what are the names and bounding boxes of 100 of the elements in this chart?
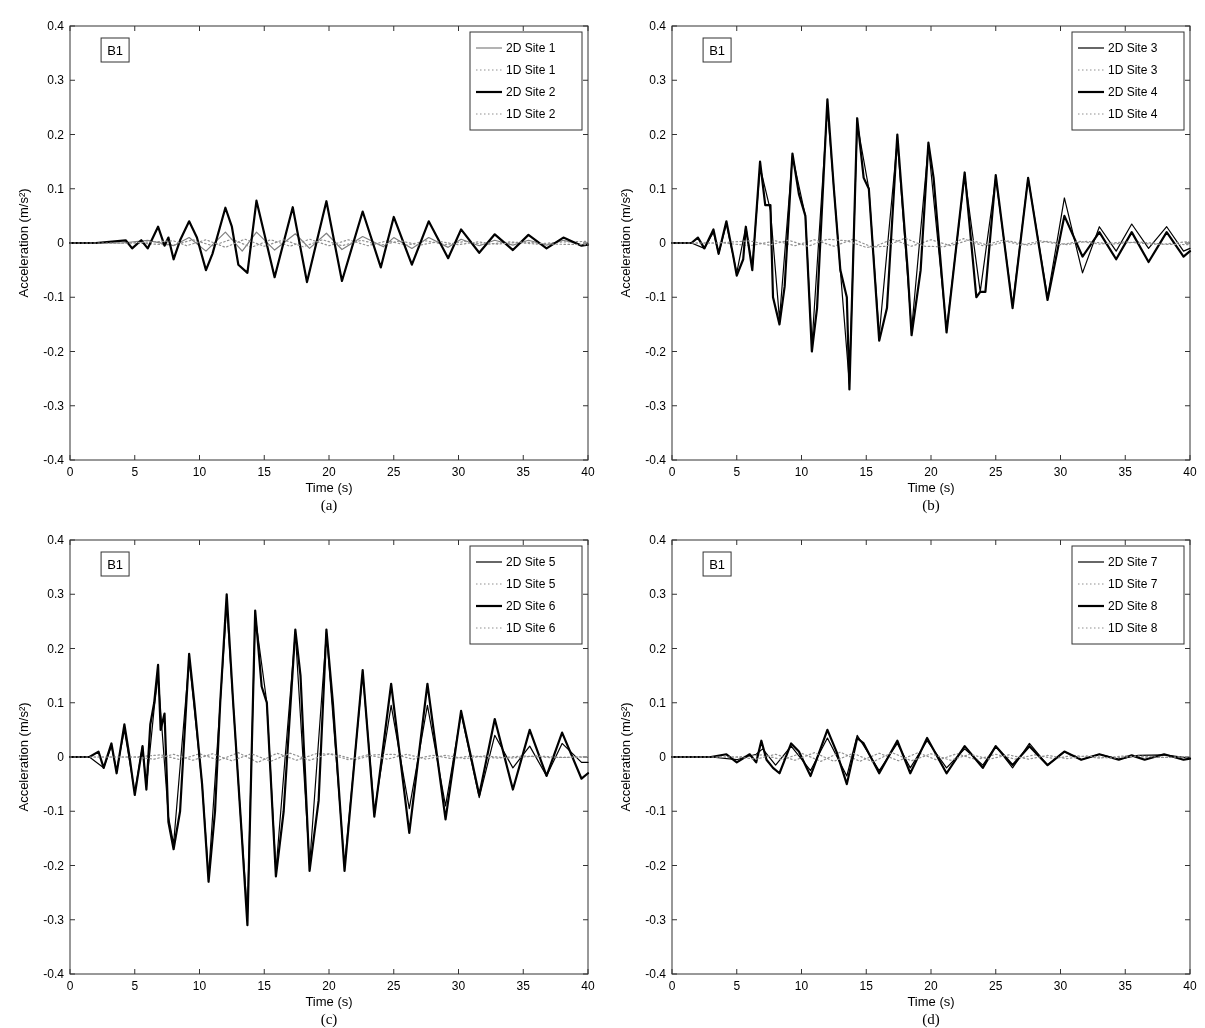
x-tick-label: 20 bbox=[924, 465, 938, 479]
y-tick-label: -0.1 bbox=[645, 290, 667, 305]
y-tick-label: 0 bbox=[57, 236, 65, 250]
x-tick-label: 30 bbox=[451, 465, 466, 479]
y-tick-label: -0.4 bbox=[645, 967, 667, 981]
y-tick-label: 0.3 bbox=[47, 73, 65, 88]
y-tick-label: -0.1 bbox=[645, 804, 667, 819]
y-axis-title: Acceleration (m/s²) bbox=[16, 702, 31, 812]
legend-label: 1D Site 5 bbox=[506, 577, 556, 591]
x-tick-label: 20 bbox=[322, 465, 336, 479]
y-tick-label: 0.3 bbox=[649, 587, 667, 602]
x-tick-label: 40 bbox=[581, 465, 595, 479]
x-tick-label: 25 bbox=[989, 979, 1003, 993]
text: (d) bbox=[922, 1011, 940, 1028]
x-axis-title: Time (s) bbox=[305, 994, 353, 1009]
x-tick-label: 0 bbox=[66, 465, 74, 479]
y-tick-label: -0.1 bbox=[43, 290, 65, 305]
legend-label: 2D Site 7 bbox=[1108, 555, 1158, 569]
annotation: B1 bbox=[709, 557, 726, 572]
x-tick-label: 25 bbox=[989, 465, 1003, 479]
x-tick-label: 40 bbox=[1183, 465, 1197, 479]
x-axis-title: Time (s) bbox=[907, 480, 955, 495]
y-tick-label: -0.3 bbox=[645, 912, 667, 927]
x-tick-label: 10 bbox=[794, 465, 809, 479]
annotation: B1 bbox=[709, 43, 726, 58]
y-tick-label: 0.3 bbox=[649, 73, 667, 88]
x-tick-label: 35 bbox=[516, 979, 531, 993]
y-tick-label: 0 bbox=[659, 750, 667, 764]
legend-label: 1D Site 6 bbox=[506, 621, 556, 635]
x-tick-label: 30 bbox=[1053, 465, 1068, 479]
text: (c) bbox=[320, 1011, 338, 1028]
text: (a) bbox=[320, 497, 338, 514]
y-tick-label: 0.4 bbox=[649, 19, 667, 33]
x-tick-label: 35 bbox=[1118, 979, 1133, 993]
y-tick-label: 0.2 bbox=[47, 641, 65, 656]
y-tick-label: 0.1 bbox=[47, 181, 65, 196]
text: (b) bbox=[922, 497, 940, 514]
legend-label: 2D Site 8 bbox=[1108, 599, 1158, 613]
y-tick-label: 0.1 bbox=[47, 695, 65, 710]
y-tick-label: 0.2 bbox=[47, 127, 65, 142]
x-tick-label: 25 bbox=[387, 465, 401, 479]
x-tick-label: 35 bbox=[516, 465, 531, 479]
y-tick-label: 0.1 bbox=[649, 695, 667, 710]
legend-label: 2D Site 6 bbox=[506, 599, 556, 613]
legend-label: 1D Site 8 bbox=[1108, 621, 1158, 635]
y-tick-label: 0.4 bbox=[47, 19, 65, 33]
y-tick-label: -0.2 bbox=[645, 344, 667, 359]
x-tick-label: 15 bbox=[257, 465, 272, 479]
legend-label: 1D Site 7 bbox=[1108, 577, 1158, 591]
x-tick-label: 0 bbox=[66, 979, 74, 993]
x-tick-label: 10 bbox=[794, 979, 809, 993]
y-tick-label: -0.2 bbox=[43, 344, 65, 359]
x-tick-label: 0 bbox=[668, 979, 676, 993]
y-tick-label: -0.4 bbox=[645, 453, 667, 467]
x-tick-label: 5 bbox=[131, 465, 139, 479]
y-tick-label: 0.4 bbox=[649, 533, 667, 547]
y-tick-label: -0.4 bbox=[43, 967, 65, 981]
x-tick-label: 10 bbox=[192, 465, 207, 479]
x-tick-label: 5 bbox=[131, 979, 139, 993]
x-tick-label: 30 bbox=[1053, 979, 1068, 993]
y-tick-label: 0.3 bbox=[47, 587, 65, 602]
legend-label: 2D Site 4 bbox=[1108, 85, 1158, 99]
y-axis-title: Acceleration (m/s²) bbox=[618, 188, 633, 298]
x-tick-label: 30 bbox=[451, 979, 466, 993]
y-tick-label: -0.2 bbox=[43, 858, 65, 873]
legend-label: 1D Site 1 bbox=[506, 63, 556, 77]
annotation: B1 bbox=[107, 43, 124, 58]
x-tick-label: 40 bbox=[581, 979, 595, 993]
y-tick-label: -0.3 bbox=[43, 398, 65, 413]
y-tick-label: 0 bbox=[659, 236, 667, 250]
y-tick-label: -0.4 bbox=[43, 453, 65, 467]
x-tick-label: 35 bbox=[1118, 465, 1133, 479]
x-tick-label: 15 bbox=[257, 979, 272, 993]
y-tick-label: -0.1 bbox=[43, 804, 65, 819]
x-tick-label: 15 bbox=[859, 465, 874, 479]
x-tick-label: 10 bbox=[192, 979, 207, 993]
x-tick-label: 25 bbox=[387, 979, 401, 993]
x-axis-title: Time (s) bbox=[305, 480, 353, 495]
x-tick-label: 5 bbox=[733, 465, 741, 479]
legend-label: 2D Site 5 bbox=[506, 555, 556, 569]
x-tick-label: 40 bbox=[1183, 979, 1197, 993]
legend-label: 2D Site 3 bbox=[1108, 41, 1158, 55]
y-tick-label: 0.4 bbox=[47, 533, 65, 547]
x-tick-label: 5 bbox=[733, 979, 741, 993]
y-tick-label: 0 bbox=[57, 750, 65, 764]
y-tick-label: 0.2 bbox=[649, 127, 667, 142]
x-tick-label: 20 bbox=[322, 979, 336, 993]
legend-label: 1D Site 3 bbox=[1108, 63, 1158, 77]
legend-label: 1D Site 4 bbox=[1108, 107, 1158, 121]
y-axis-title: Acceleration (m/s²) bbox=[618, 702, 633, 812]
x-tick-label: 15 bbox=[859, 979, 874, 993]
legend-label: 2D Site 1 bbox=[506, 41, 556, 55]
y-tick-label: -0.3 bbox=[43, 912, 65, 927]
legend-label: 1D Site 2 bbox=[506, 107, 556, 121]
y-tick-label: -0.3 bbox=[645, 398, 667, 413]
y-axis-title: Acceleration (m/s²) bbox=[16, 188, 31, 298]
legend-label: 2D Site 2 bbox=[506, 85, 556, 99]
annotation: B1 bbox=[107, 557, 124, 572]
x-tick-label: 20 bbox=[924, 979, 938, 993]
y-tick-label: 0.1 bbox=[649, 181, 667, 196]
